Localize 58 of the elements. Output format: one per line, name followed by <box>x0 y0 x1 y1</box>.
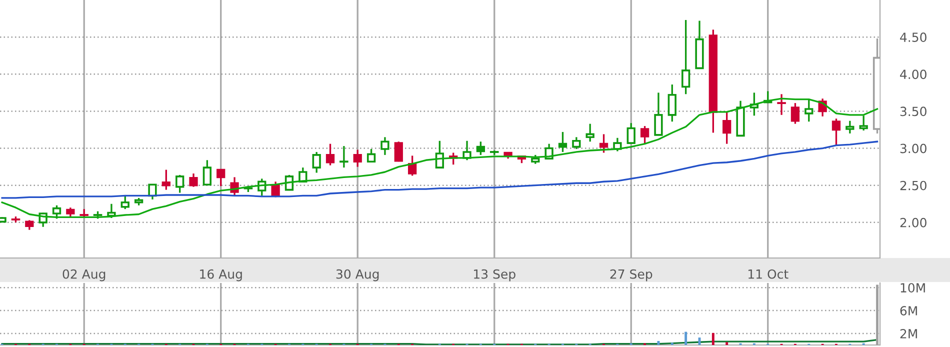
candlestick <box>120 194 130 210</box>
candlestick <box>626 122 636 144</box>
x-tick-label: 30 Aug <box>336 269 379 282</box>
x-tick-label: 13 Sep <box>474 269 516 282</box>
candlestick <box>859 114 868 132</box>
bar <box>726 342 728 345</box>
candlestick <box>790 102 800 125</box>
candlestick <box>572 136 581 150</box>
x-tick-label: 27 Sep <box>610 269 652 282</box>
candlestick <box>668 84 676 122</box>
candlestick <box>435 140 444 168</box>
candlestick <box>394 140 403 162</box>
candlestick <box>162 168 170 191</box>
candlestick <box>832 118 841 146</box>
candlestick <box>340 145 348 168</box>
y-tick-label: 3.50 <box>900 106 926 116</box>
candlestick <box>640 125 650 145</box>
y-tick-label: 10M <box>900 283 925 293</box>
y-tick-label: 6M <box>900 306 917 316</box>
candlestick <box>202 159 212 186</box>
candlestick <box>846 120 854 134</box>
candlestick <box>326 142 335 166</box>
y-tick-label: 4.00 <box>900 70 926 80</box>
x-tick-label: 16 Aug <box>200 269 242 282</box>
candlestick <box>66 206 75 218</box>
candlestick <box>216 168 226 187</box>
candlestick <box>586 122 594 142</box>
y-tick-label: 4.50 <box>900 32 926 42</box>
candlestick <box>558 131 568 153</box>
x-tick-label: 02 Aug <box>62 269 106 282</box>
candlestick <box>613 137 622 152</box>
candlestick <box>52 204 62 220</box>
candlestick <box>476 140 486 156</box>
line-series <box>1 140 878 199</box>
candlestick <box>804 98 814 122</box>
candlestick <box>777 93 786 116</box>
y-tick-label: 2M <box>900 328 917 338</box>
candlestick <box>599 133 608 154</box>
candlestick <box>25 219 34 231</box>
candlestick <box>380 136 390 156</box>
y-tick-label: 2.00 <box>900 218 926 228</box>
candlestick <box>148 184 157 200</box>
y-tick-label: 2.50 <box>900 180 926 190</box>
x-tick-label: 11 Oct <box>748 269 788 279</box>
candlestick <box>408 154 417 177</box>
candlestick <box>353 148 362 168</box>
candlestick <box>462 140 472 161</box>
candlestick <box>681 19 690 95</box>
bar <box>684 332 688 345</box>
bar <box>712 332 714 345</box>
candlestick <box>176 174 184 194</box>
candlestick <box>366 148 376 163</box>
candlestick <box>654 92 663 136</box>
candlestick <box>722 111 732 145</box>
y-tick-label: 3.00 <box>900 144 926 154</box>
bar <box>657 340 660 345</box>
candlestick <box>189 172 198 188</box>
candlestick <box>312 151 321 174</box>
